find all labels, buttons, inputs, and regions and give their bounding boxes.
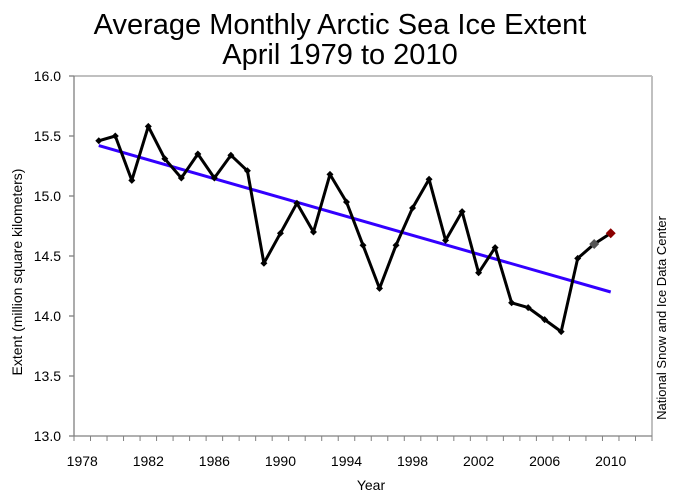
data-point-2007 xyxy=(557,328,565,336)
x-tick-label: 2002 xyxy=(463,453,494,469)
data-point-1994 xyxy=(342,198,350,206)
data-point-1999 xyxy=(425,175,433,183)
extent-line xyxy=(98,124,612,334)
y-tick-label: 13.0 xyxy=(34,428,61,444)
data-point-1986 xyxy=(210,174,218,182)
data-point-2004 xyxy=(508,299,516,307)
data-point-1992 xyxy=(309,228,317,236)
data-point-1997 xyxy=(392,241,400,249)
x-tick-label: 1990 xyxy=(265,453,296,469)
credit-text: National Snow and Ice Data Center xyxy=(654,215,669,419)
plot-area xyxy=(73,75,653,437)
y-tick-label: 15.0 xyxy=(34,188,61,204)
data-point-1980 xyxy=(111,132,119,140)
data-point-2000 xyxy=(442,236,450,244)
data-point-2003 xyxy=(491,244,499,252)
y-tick-label: 15.5 xyxy=(34,128,61,144)
data-point-1998 xyxy=(409,204,417,212)
x-tick-label: 1994 xyxy=(331,453,362,469)
data-point-1987 xyxy=(227,151,235,159)
data-point-1996 xyxy=(376,284,384,292)
data-point-2005 xyxy=(524,304,532,312)
data-point-1989 xyxy=(260,259,268,267)
data-point-2008 xyxy=(574,254,582,262)
data-point-1983 xyxy=(161,155,169,163)
x-tick-label: 1986 xyxy=(199,453,230,469)
chart-title: Average Monthly Arctic Sea Ice Extent xyxy=(94,9,587,41)
data-point-1982 xyxy=(144,122,152,130)
data-point-1991 xyxy=(293,199,301,207)
y-axis-label: Extent (million square kilometers) xyxy=(9,169,25,376)
trend-line xyxy=(98,144,612,294)
y-tick-label: 14.0 xyxy=(34,308,61,324)
data-point-1981 xyxy=(128,176,136,184)
x-tick-label: 1998 xyxy=(397,453,428,469)
y-tick-label: 13.5 xyxy=(34,368,61,384)
data-point-1985 xyxy=(194,150,202,158)
data-point-1979 xyxy=(95,137,103,145)
data-point-2002 xyxy=(475,269,483,277)
y-tick-label: 16.0 xyxy=(34,68,61,84)
y-tick-label: 14.5 xyxy=(34,248,61,264)
x-tick-label: 1982 xyxy=(133,453,164,469)
data-point-1984 xyxy=(177,174,185,182)
data-point-1995 xyxy=(359,241,367,249)
x-tick-label: 2006 xyxy=(529,453,560,469)
data-point-1990 xyxy=(276,229,284,237)
data-point-2006 xyxy=(541,316,549,324)
trend-line-group xyxy=(98,144,612,294)
data-point-1988 xyxy=(243,167,251,175)
data-point-2001 xyxy=(458,208,466,216)
chart-subtitle: April 1979 to 2010 xyxy=(222,39,457,71)
data-point-1993 xyxy=(326,170,334,178)
data-point-2010 xyxy=(605,228,616,239)
y-axis-ticks: 13.0 13.5 14.0 14.5 15.0 15.5 16.0 xyxy=(34,68,74,444)
x-axis-label: Year xyxy=(357,477,386,493)
x-tick-label: 2010 xyxy=(595,453,626,469)
series-group xyxy=(95,122,616,336)
x-tick-label: 1978 xyxy=(67,453,98,469)
x-axis-ticks: 1978 1982 1986 1990 1994 1998 2002 2006 2010 xyxy=(67,436,653,469)
data-point-2009 xyxy=(589,239,600,249)
